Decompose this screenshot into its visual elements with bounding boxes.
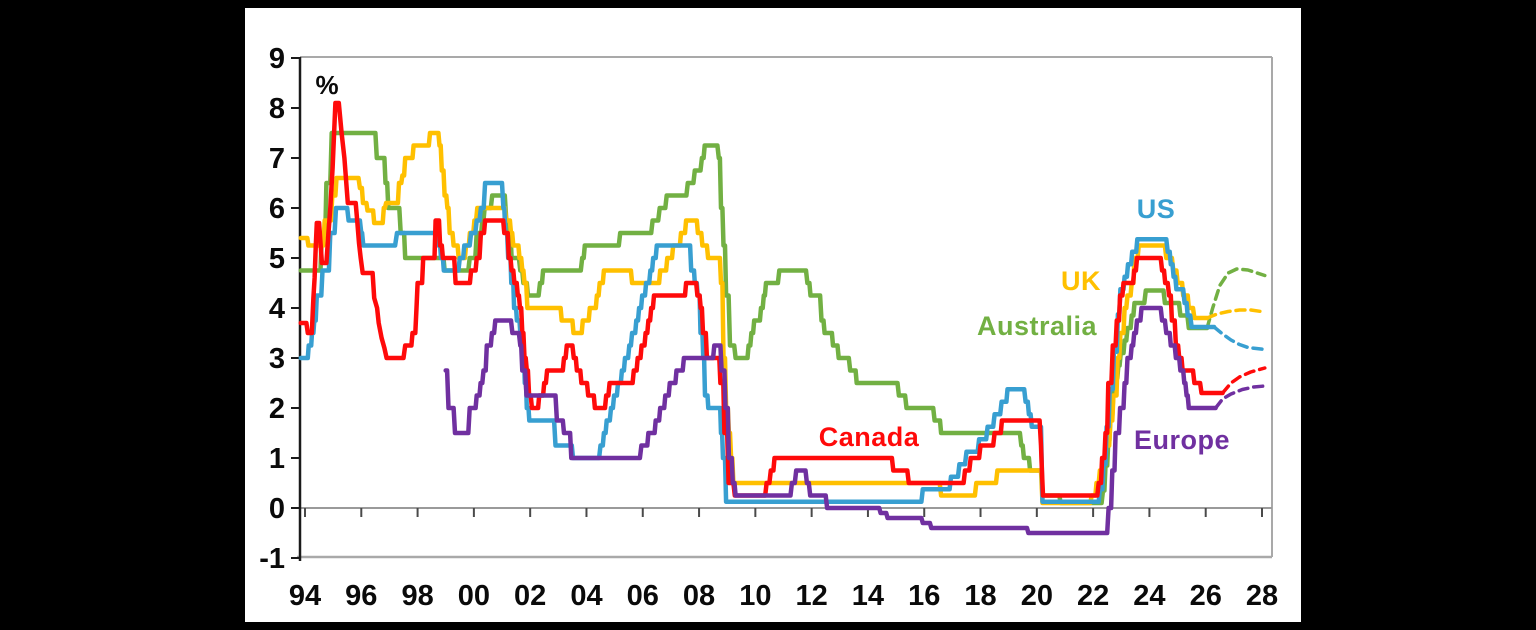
series-forecast-uk: [1205, 308, 1267, 320]
y-tick-label: 3: [269, 343, 285, 375]
y-tick-label: 2: [269, 393, 285, 425]
x-tick-label: 14: [852, 580, 884, 612]
series-label-australia: Australia: [977, 311, 1098, 341]
x-tick-label: 08: [683, 580, 715, 612]
x-tick-label: 18: [964, 580, 996, 612]
series-label-us: US: [1137, 194, 1176, 224]
series-forecast-europe: [1213, 384, 1267, 410]
y-tick-label: 8: [269, 93, 285, 125]
series-forecast-canada: [1220, 366, 1267, 395]
x-tick-label: 94: [289, 580, 321, 612]
y-tick-label: 7: [269, 143, 285, 175]
x-tick-label: 16: [908, 580, 940, 612]
x-tick-label: 26: [1190, 580, 1222, 612]
y-tick-label: 0: [269, 493, 285, 525]
series-forecast-australia: [1205, 267, 1267, 330]
x-tick-label: 06: [627, 580, 659, 612]
x-tick-label: 24: [1133, 580, 1165, 612]
series-line-uk: [298, 130, 1210, 506]
x-tick-label: 12: [796, 580, 828, 612]
y-tick-label: -1: [259, 543, 285, 575]
series-forecast-us: [1212, 325, 1267, 352]
y-tick-label: 5: [269, 243, 285, 275]
y-tick-label: 4: [269, 293, 285, 325]
x-tick-label: 20: [1021, 580, 1053, 612]
x-tick-label: 28: [1246, 580, 1278, 612]
series-line-europe: [443, 305, 1218, 536]
series-label-canada: Canada: [819, 422, 920, 452]
x-tick-label: 00: [458, 580, 490, 612]
policy-rates-chart: 94 96 98 00 02 04 06 08 10 12 14 16 18 20 22 24 26 28-101…: [259, 43, 1278, 612]
unit-label: %: [315, 70, 338, 100]
y-tick-label: 1: [269, 443, 285, 475]
x-tick-label: 04: [570, 580, 602, 612]
series-label-europe: Europe: [1134, 425, 1230, 455]
x-tick-label: 96: [345, 580, 377, 612]
y-tick-label: 9: [269, 43, 285, 75]
chart-panel: 94 96 98 00 02 04 06 08 10 12 14 16 18 20 22 24 26 28 -1 0 1…: [245, 8, 1301, 622]
x-tick-label: 98: [401, 580, 433, 612]
y-tick-label: 6: [269, 193, 285, 225]
series-line-canada: [298, 100, 1225, 498]
x-tick-label: 22: [1077, 580, 1109, 612]
x-tick-label: 02: [514, 580, 546, 612]
series-label-uk: UK: [1061, 266, 1101, 296]
x-tick-label: 10: [739, 580, 771, 612]
